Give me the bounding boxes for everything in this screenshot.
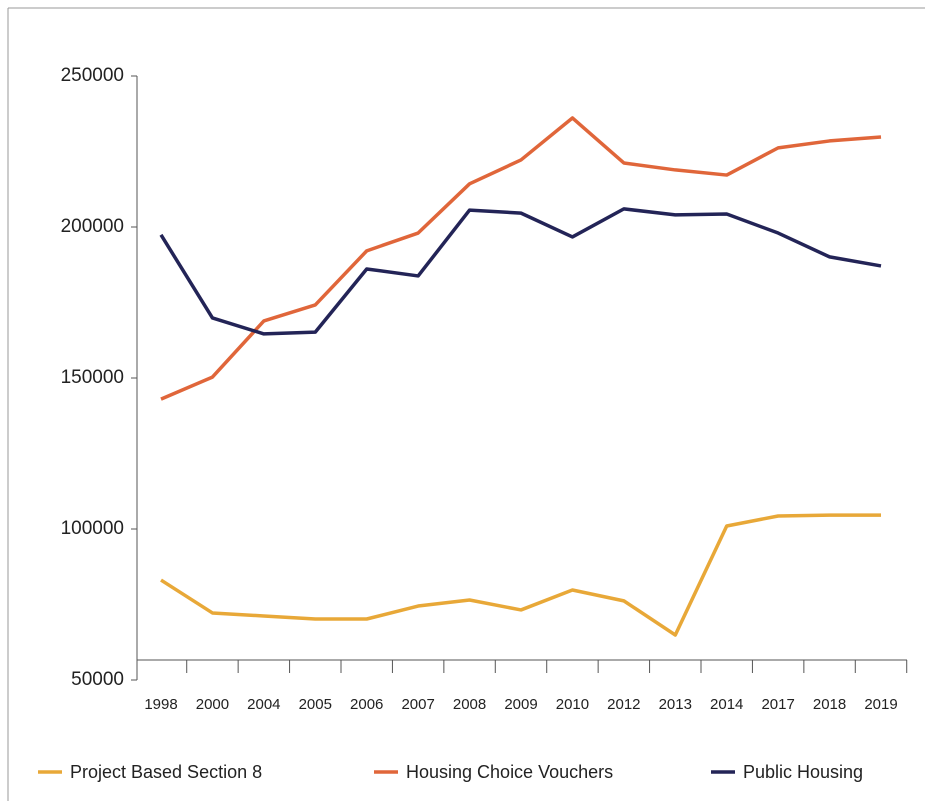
series-line [160,513,881,637]
x-tick-label: 1998 [144,696,177,713]
x-tick-label: 2018 [813,696,846,713]
legend-label: Housing Choice Vouchers [406,762,613,782]
x-tick-label: 2017 [761,696,794,713]
y-tick-label: 150000 [61,367,124,388]
x-tick-label: 2014 [710,696,743,713]
x-tick-label: 2007 [401,696,434,713]
x-tick-label: 2008 [453,696,486,713]
x-tick-label: 2000 [196,696,229,713]
x-tick-label: 2004 [247,696,280,713]
legend-label: Public Housing [743,762,863,782]
x-tick-label: 2012 [607,696,640,713]
y-tick-label: 50000 [71,669,124,690]
x-tick-label: 2009 [504,696,537,713]
x-tick-label: 2005 [299,696,332,713]
x-tick-label: 2006 [350,696,383,713]
y-tick-label: 100000 [61,518,124,539]
series-line [160,116,882,401]
y-tick-label: 200000 [61,216,124,237]
x-tick-label: 2019 [864,696,897,713]
y-tick-label: 250000 [61,65,124,86]
series-line [159,207,882,336]
x-tick-label: 2010 [556,696,589,713]
legend-label: Project Based Section 8 [70,762,262,782]
x-tick-label: 2013 [659,696,692,713]
